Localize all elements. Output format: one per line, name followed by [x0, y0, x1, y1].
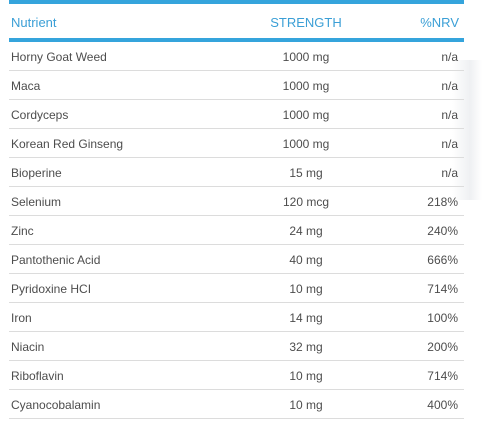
nrv-cell: n/a	[441, 166, 458, 180]
strength-cell: 15 mg	[289, 166, 323, 180]
nrv-cell: 400%	[427, 398, 458, 412]
nutrient-cell: Maca	[11, 79, 41, 93]
strength-cell: 1000 mg	[282, 108, 330, 122]
strength-cell: 10 mg	[289, 398, 323, 412]
table-row: Selenium 120 mcg 218%	[9, 187, 464, 216]
table-row: Pyridoxine HCI 10 mg 714%	[9, 274, 464, 303]
table-row: Bioperine 15 mg n/a	[9, 158, 464, 187]
header-nutrient: Nutrient	[11, 15, 57, 30]
table-header: Nutrient STRENGTH %NRV	[9, 4, 464, 42]
nrv-cell: n/a	[441, 79, 458, 93]
nrv-cell: n/a	[441, 108, 458, 122]
nrv-cell: n/a	[441, 50, 458, 64]
nutrient-cell: Riboflavin	[11, 369, 64, 383]
table-row: Maca 1000 mg n/a	[9, 71, 464, 100]
nrv-cell: 100%	[427, 311, 458, 325]
nutrient-cell: Pyridoxine HCI	[11, 282, 92, 296]
strength-cell: 120 mcg	[282, 195, 330, 209]
table-row: Iron 14 mg 100%	[9, 303, 464, 332]
table-row: Zinc 24 mg 240%	[9, 216, 464, 245]
nutrient-cell: Cordyceps	[11, 108, 69, 122]
strength-cell: 32 mg	[289, 340, 323, 354]
header-nrv: %NRV	[420, 15, 459, 30]
strength-cell: 40 mg	[289, 253, 323, 267]
table-row: Cordyceps 1000 mg n/a	[9, 100, 464, 129]
nrv-cell: 714%	[427, 369, 458, 383]
nrv-cell: n/a	[441, 137, 458, 151]
nutrient-cell: Cyanocobalamin	[11, 398, 101, 412]
nrv-cell: 200%	[427, 340, 458, 354]
nrv-cell: 666%	[427, 253, 458, 267]
strength-cell: 10 mg	[289, 282, 323, 296]
nutrient-cell: Horny Goat Weed	[11, 50, 107, 64]
nrv-cell: 714%	[427, 282, 458, 296]
table-row: Korean Red Ginseng 1000 mg n/a	[9, 129, 464, 158]
strength-cell: 24 mg	[289, 224, 323, 238]
nrv-cell: 218%	[427, 195, 458, 209]
table-row: Pantothenic Acid 40 mg 666%	[9, 245, 464, 274]
nutrient-cell: Korean Red Ginseng	[11, 137, 124, 151]
nutrient-cell: Niacin	[11, 340, 45, 354]
table-row: Niacin 32 mg 200%	[9, 332, 464, 361]
table-row: Riboflavin 10 mg 714%	[9, 361, 464, 390]
header-strength: STRENGTH	[270, 15, 342, 30]
table-row: Horny Goat Weed 1000 mg n/a	[9, 42, 464, 71]
strength-cell: 10 mg	[289, 369, 323, 383]
table-top-rule	[9, 0, 464, 4]
table-row: Cyanocobalamin 10 mg 400%	[9, 390, 464, 419]
strength-cell: 1000 mg	[282, 79, 330, 93]
nutrient-cell: Pantothenic Acid	[11, 253, 101, 267]
nrv-cell: 240%	[427, 224, 458, 238]
nutrient-cell: Iron	[11, 311, 32, 325]
nutrient-cell: Zinc	[11, 224, 34, 238]
nutrient-cell: Bioperine	[11, 166, 62, 180]
strength-cell: 1000 mg	[282, 137, 330, 151]
nutrition-table: Nutrient STRENGTH %NRV Horny Goat Weed 1…	[9, 0, 464, 419]
strength-cell: 14 mg	[289, 311, 323, 325]
nutrient-cell: Selenium	[11, 195, 62, 209]
strength-cell: 1000 mg	[282, 50, 330, 64]
